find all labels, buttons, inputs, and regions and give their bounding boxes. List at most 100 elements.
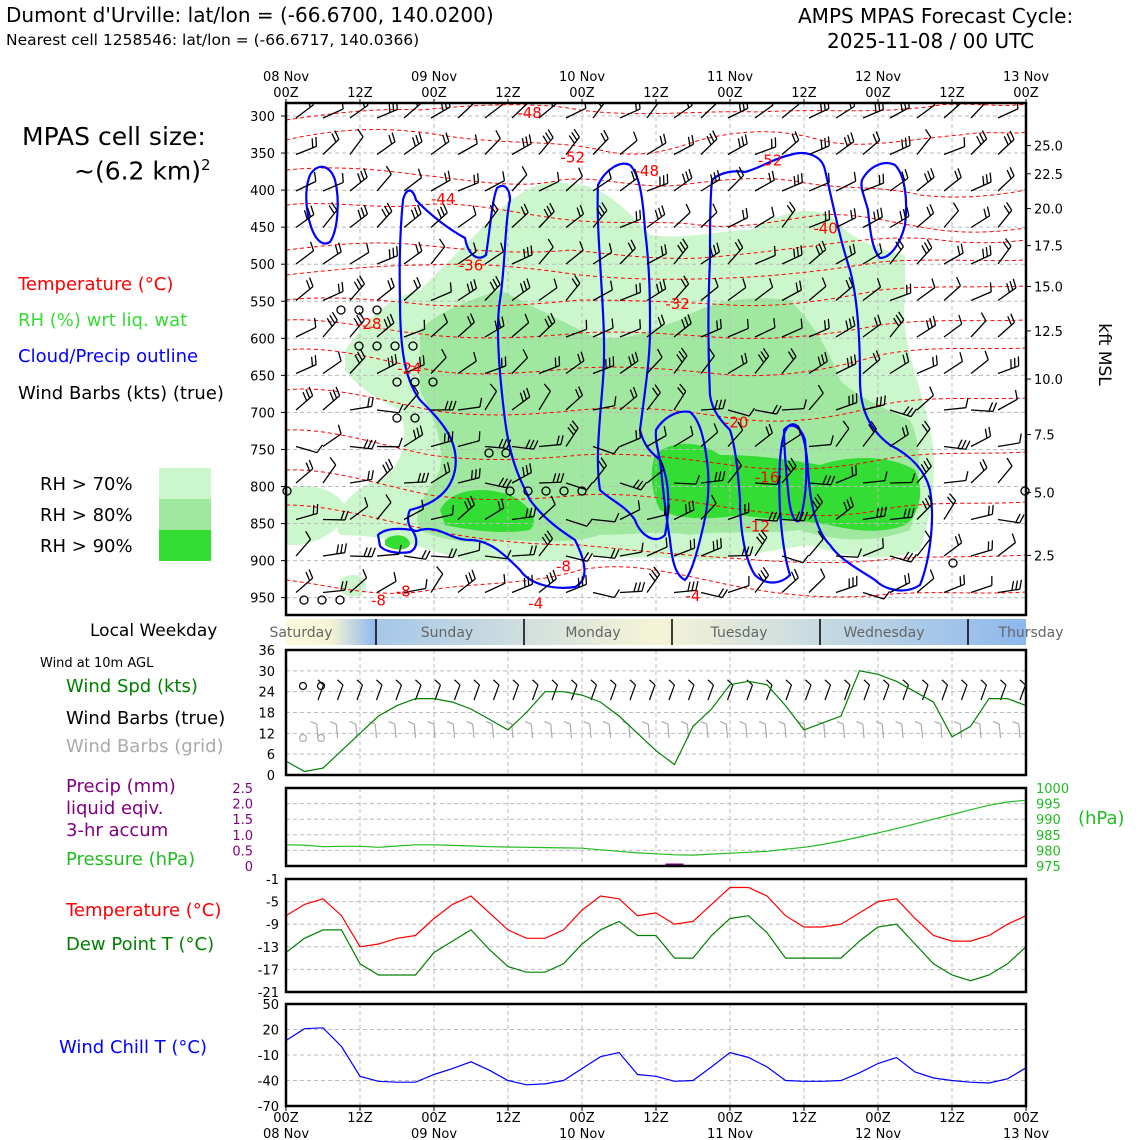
barb-flag bbox=[473, 174, 476, 185]
wind-barb bbox=[808, 210, 831, 229]
barb-staff bbox=[403, 392, 419, 411]
wind-barb bbox=[538, 472, 565, 484]
barb-flag bbox=[893, 317, 900, 327]
barb-flag bbox=[526, 387, 531, 398]
barb-flag bbox=[747, 502, 750, 513]
bottom-hour-5: 12Z bbox=[643, 1111, 669, 1126]
windgrid-barb bbox=[1012, 721, 1021, 739]
barb-staff bbox=[430, 514, 453, 521]
windgrid-barb bbox=[446, 721, 456, 739]
barb-flag bbox=[418, 241, 423, 252]
bottom-hour-10: 00Z bbox=[1013, 1111, 1039, 1126]
barb-staff bbox=[862, 480, 885, 484]
barb-flag bbox=[687, 136, 691, 147]
barb-flag bbox=[768, 172, 772, 183]
barb-flag bbox=[546, 205, 553, 215]
wind-barb bbox=[700, 130, 718, 155]
barb-flag bbox=[574, 275, 581, 284]
barb-flag bbox=[1041, 464, 1048, 473]
wind-barb bbox=[511, 439, 539, 450]
wind-barb bbox=[646, 314, 666, 338]
barb-flag bbox=[957, 168, 962, 178]
barb-flag bbox=[521, 138, 525, 148]
barbgrid-flag bbox=[329, 721, 337, 725]
barb-staff bbox=[970, 467, 988, 484]
wind-ytick-0: 0 bbox=[267, 769, 275, 784]
barb-flag bbox=[797, 174, 800, 185]
wind-barb bbox=[673, 383, 687, 411]
barbgrid-staff bbox=[1018, 724, 1021, 739]
barbgrid-flag bbox=[485, 721, 493, 725]
wind-barb bbox=[619, 239, 636, 265]
barb10m-staff bbox=[336, 684, 344, 701]
legend-rh70-label: RH > 70% bbox=[40, 474, 133, 495]
isotherm-28 bbox=[286, 319, 1026, 339]
barb-flag bbox=[652, 387, 659, 397]
barb-staff bbox=[511, 174, 528, 192]
barb-flag bbox=[1046, 443, 1051, 452]
barb-flag bbox=[687, 314, 692, 324]
barb-flag bbox=[585, 574, 588, 585]
barb-flag bbox=[489, 383, 497, 392]
isotherm-24 bbox=[286, 347, 1026, 377]
barb-flag bbox=[363, 168, 368, 178]
wind-barb bbox=[376, 494, 392, 520]
barb-flag bbox=[473, 242, 477, 252]
barbgrid-staff bbox=[472, 724, 475, 739]
barb-staff bbox=[403, 328, 425, 338]
wind-barb bbox=[619, 168, 639, 192]
wind-barb bbox=[970, 504, 994, 521]
barb-flag bbox=[659, 135, 664, 146]
barb-flag bbox=[506, 439, 512, 449]
wind-barb bbox=[646, 205, 666, 229]
barb-flag bbox=[640, 481, 648, 491]
barb-flag bbox=[560, 472, 565, 483]
wind-barb bbox=[592, 396, 617, 411]
ice-circle-7 bbox=[392, 377, 402, 387]
top-hour-7: 12Z bbox=[791, 86, 817, 101]
barb-flag bbox=[843, 137, 848, 147]
barbgrid-flag bbox=[875, 721, 883, 725]
barb-flag bbox=[396, 246, 399, 256]
barb-flag bbox=[978, 133, 985, 143]
isotherm-20 bbox=[286, 388, 1026, 422]
barbgrid-staff bbox=[550, 724, 553, 739]
barb-flag bbox=[639, 319, 642, 329]
windgrid-barb bbox=[407, 721, 417, 739]
barb-staff bbox=[970, 513, 993, 521]
wind-barb bbox=[916, 420, 931, 447]
barb-staff bbox=[835, 428, 850, 447]
wind-barb bbox=[565, 518, 594, 527]
barb-staff bbox=[349, 136, 364, 155]
barb-flag bbox=[875, 131, 881, 141]
wind-barb bbox=[430, 348, 447, 374]
barb-flag bbox=[542, 135, 549, 145]
barb-flag bbox=[571, 420, 579, 429]
bottom-day-4: 12 Nov bbox=[855, 1127, 901, 1140]
wind-barb bbox=[457, 495, 475, 520]
barb-staff bbox=[322, 433, 342, 448]
wind-barb bbox=[592, 169, 612, 192]
barb-flag bbox=[523, 280, 528, 291]
barb-flag bbox=[639, 282, 642, 293]
barbgrid-flag bbox=[349, 721, 357, 725]
barb-flag bbox=[921, 245, 927, 254]
barbgrid-flag bbox=[817, 721, 825, 725]
barb-flag bbox=[691, 500, 695, 511]
wind-barb bbox=[484, 498, 505, 521]
wind-barb bbox=[781, 245, 803, 265]
barb-flag bbox=[586, 518, 594, 527]
barb-flag bbox=[495, 129, 501, 139]
barb-flag bbox=[308, 277, 314, 287]
barb-flag bbox=[529, 439, 535, 449]
barb10m-staff bbox=[356, 684, 364, 701]
barb-flag bbox=[547, 238, 554, 248]
wind-barb bbox=[700, 538, 722, 557]
wind-barb bbox=[700, 170, 721, 192]
wind-barb bbox=[322, 172, 344, 192]
barb-staff bbox=[592, 405, 615, 411]
barb-flag bbox=[451, 505, 455, 515]
wind-barb bbox=[943, 202, 959, 228]
wind10m-label: Wind at 10m AGL bbox=[40, 656, 154, 671]
barb-flag bbox=[581, 576, 584, 586]
